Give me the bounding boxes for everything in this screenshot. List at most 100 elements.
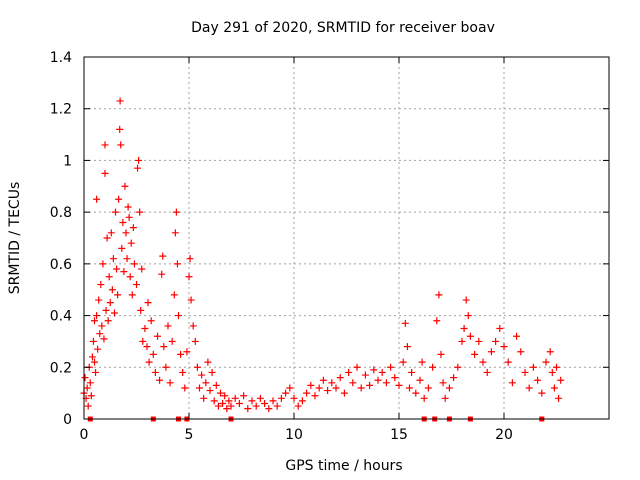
data-point — [391, 374, 399, 382]
data-point — [408, 368, 416, 376]
data-point — [139, 337, 147, 345]
data-point — [133, 281, 140, 289]
data-point — [307, 381, 315, 389]
data-point — [159, 252, 167, 260]
data-point — [399, 358, 407, 366]
data-point — [137, 306, 145, 314]
data-point — [156, 376, 164, 384]
data-point — [441, 394, 449, 402]
data-point — [219, 399, 227, 407]
data-point — [277, 394, 285, 402]
data-point — [248, 397, 256, 405]
data-point — [94, 345, 102, 353]
data-point — [370, 366, 378, 374]
data-point — [120, 268, 128, 276]
data-point — [269, 397, 277, 405]
data-point — [256, 394, 264, 402]
data-point — [508, 379, 516, 387]
data-point — [128, 291, 136, 299]
data-point — [136, 208, 144, 216]
data-point — [191, 337, 199, 345]
data-point — [160, 343, 168, 351]
x-tick-label: 0 — [80, 427, 89, 443]
data-point — [175, 312, 182, 320]
data-point — [123, 255, 131, 263]
data-point — [336, 374, 344, 382]
data-point — [406, 384, 413, 392]
x-tick-label: 5 — [185, 427, 194, 443]
data-point — [135, 156, 143, 164]
y-tick-label: 1.4 — [50, 50, 72, 66]
data-point — [273, 402, 281, 410]
data-point — [462, 296, 470, 304]
data-point — [200, 394, 208, 402]
data-point — [143, 343, 151, 351]
data-point — [418, 358, 426, 366]
chart-title: Day 291 of 2020, SRMTID for receiver boa… — [191, 20, 495, 36]
data-point — [105, 273, 113, 281]
data-point — [483, 368, 491, 376]
data-point — [170, 291, 178, 299]
data-point — [433, 317, 441, 325]
data-point — [214, 402, 222, 410]
data-point — [534, 376, 542, 384]
data-point — [95, 296, 103, 304]
data-point — [198, 371, 206, 379]
y-tick-label: 1.2 — [50, 102, 72, 118]
data-point — [412, 389, 420, 397]
data-point — [149, 350, 157, 358]
data-point — [134, 164, 142, 172]
data-point — [183, 348, 191, 356]
data-point — [91, 317, 98, 325]
data-point — [166, 379, 174, 387]
data-point — [555, 394, 563, 402]
data-point — [87, 392, 95, 400]
data-point — [424, 384, 432, 392]
data-point — [223, 405, 231, 413]
data-point — [106, 299, 114, 307]
data-point — [206, 387, 214, 395]
x-tick-label: 15 — [390, 427, 408, 443]
data-point — [340, 389, 348, 397]
data-point — [435, 291, 443, 299]
data-point — [387, 363, 395, 371]
data-point — [83, 384, 91, 392]
data-point — [112, 208, 119, 216]
data-point — [130, 260, 138, 268]
y-tick-label: 0.8 — [50, 205, 72, 221]
data-point — [382, 379, 390, 387]
data-point — [164, 322, 172, 330]
data-point — [303, 389, 311, 397]
data-point — [89, 337, 97, 345]
data-point — [252, 402, 260, 410]
data-point — [86, 379, 94, 387]
data-point — [181, 384, 189, 392]
data-point — [529, 363, 537, 371]
data-point — [93, 195, 101, 203]
data-point — [116, 125, 124, 133]
data-point — [538, 389, 546, 397]
data-point — [88, 353, 96, 361]
data-point — [466, 332, 474, 340]
data-point — [116, 97, 124, 105]
data-point — [227, 402, 235, 410]
data-point — [101, 141, 109, 149]
data-point — [168, 337, 176, 345]
data-point — [450, 374, 458, 382]
data-point — [225, 397, 233, 405]
data-point — [144, 299, 152, 307]
data-point — [366, 381, 374, 389]
data-point — [553, 363, 560, 371]
plot-frame — [83, 56, 610, 420]
data-point — [492, 337, 500, 345]
data-point — [118, 244, 126, 252]
data-point — [109, 255, 117, 263]
data-point — [129, 224, 137, 232]
data-point — [212, 381, 220, 389]
data-point — [196, 384, 203, 392]
data-point — [158, 270, 166, 278]
data-point — [151, 368, 159, 376]
data-point — [101, 169, 109, 177]
data-point — [403, 343, 411, 351]
data-point — [193, 363, 201, 371]
